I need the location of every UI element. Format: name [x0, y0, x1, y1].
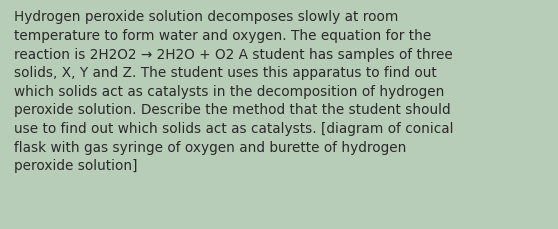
Text: Hydrogen peroxide solution decomposes slowly at room
temperature to form water a: Hydrogen peroxide solution decomposes sl… — [14, 10, 454, 173]
